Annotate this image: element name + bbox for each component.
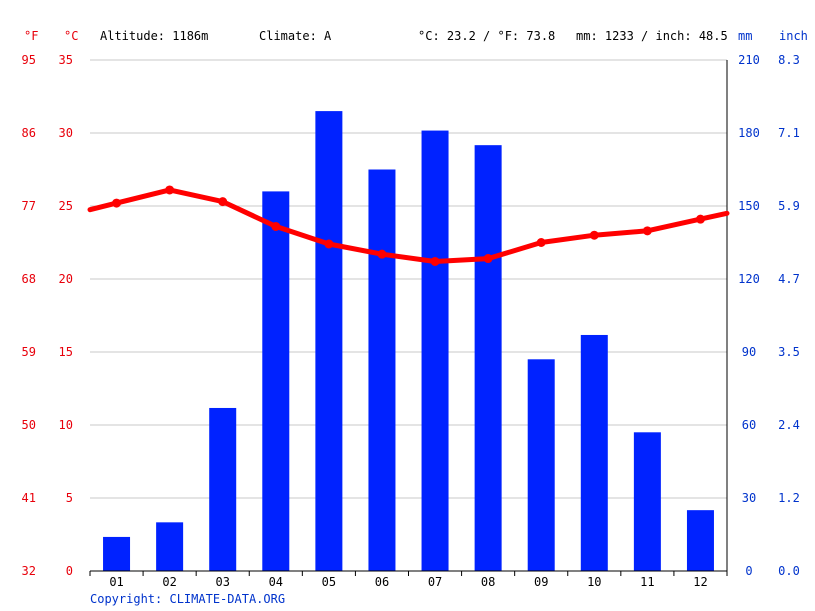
tick-label-fahrenheit: 86 xyxy=(22,126,36,140)
x-tick-label: 06 xyxy=(375,575,389,589)
precipitation-bar xyxy=(209,407,237,571)
tick-label-celsius: 35 xyxy=(59,53,73,67)
temperature-point xyxy=(695,214,705,224)
precipitation-bar xyxy=(474,145,502,571)
altitude-text: Altitude: 1186m xyxy=(100,29,208,43)
tick-label-celsius: 10 xyxy=(59,418,73,432)
precipitation-bar xyxy=(315,111,343,571)
precipitation-bar xyxy=(262,191,290,571)
tick-label-celsius: 15 xyxy=(59,345,73,359)
precipitation-bar xyxy=(368,169,396,571)
tick-label-inch: 1.2 xyxy=(778,491,800,505)
unit-mm-label: mm xyxy=(738,29,752,43)
precipitation-bar xyxy=(421,130,449,572)
tick-label-inch: 8.3 xyxy=(778,53,800,67)
x-tick-label: 08 xyxy=(481,575,495,589)
axes xyxy=(90,60,728,572)
temperature-point xyxy=(324,239,334,249)
x-tick-label: 12 xyxy=(693,575,707,589)
x-tick-label: 04 xyxy=(269,575,283,589)
temperature-point xyxy=(483,254,493,264)
tick-label-mm: 30 xyxy=(742,491,756,505)
tick-label-inch: 5.9 xyxy=(778,199,800,213)
temperature-point xyxy=(430,256,440,266)
temperature-point xyxy=(536,238,546,247)
tick-label-inch: 7.1 xyxy=(778,126,800,140)
x-tick-label: 03 xyxy=(215,575,229,589)
tick-label-inch: 4.7 xyxy=(778,272,800,286)
unit-fahrenheit-label: °F xyxy=(24,29,38,43)
tick-label-celsius: 30 xyxy=(59,126,73,140)
unit-celsius-label: °C xyxy=(64,29,78,43)
x-tick-label: 09 xyxy=(534,575,548,589)
tick-label-mm: 0 xyxy=(745,564,752,578)
precipitation-bar xyxy=(580,334,608,571)
tick-label-fahrenheit: 41 xyxy=(22,491,36,505)
climate-text: Climate: A xyxy=(259,29,332,43)
tick-label-fahrenheit: 59 xyxy=(22,345,36,359)
x-tick-label: 07 xyxy=(428,575,442,589)
temperature-point xyxy=(218,197,228,207)
precipitation-bar xyxy=(156,522,184,571)
temperature-point xyxy=(271,221,281,231)
tick-label-mm: 150 xyxy=(738,199,760,213)
precipitation-bar xyxy=(686,510,714,571)
precipitation-bar xyxy=(103,536,131,571)
tick-label-fahrenheit: 32 xyxy=(22,564,36,578)
x-tick-label: 05 xyxy=(322,575,336,589)
tick-label-fahrenheit: 50 xyxy=(22,418,36,432)
tick-label-mm: 180 xyxy=(738,126,760,140)
precipitation-summary: mm: 1233 / inch: 48.5 xyxy=(576,29,728,43)
precipitation-bar xyxy=(633,432,661,571)
temperature-point xyxy=(165,185,175,195)
gridlines xyxy=(89,59,728,576)
tick-label-inch: 2.4 xyxy=(778,418,800,432)
x-tick-label: 02 xyxy=(162,575,176,589)
tick-label-celsius: 5 xyxy=(66,491,73,505)
tick-label-mm: 120 xyxy=(738,272,760,286)
tick-label-celsius: 20 xyxy=(59,272,73,286)
precipitation-bars xyxy=(103,111,714,572)
tick-label-fahrenheit: 95 xyxy=(22,53,36,67)
tick-label-inch: 3.5 xyxy=(778,345,800,359)
x-tick-label: 01 xyxy=(109,575,123,589)
temperature-line xyxy=(87,185,730,266)
tick-label-mm: 90 xyxy=(742,345,756,359)
temperature-point xyxy=(112,198,122,208)
unit-inch-label: inch xyxy=(779,29,808,43)
temperature-point xyxy=(589,230,599,240)
tick-label-celsius: 25 xyxy=(59,199,73,213)
header-row: °F °C Altitude: 1186m Climate: A °C: 23.… xyxy=(24,29,808,43)
x-tick-label: 10 xyxy=(587,575,601,589)
tick-label-mm: 60 xyxy=(742,418,756,432)
tick-label-mm: 210 xyxy=(738,53,760,67)
temperature-summary: °C: 23.2 / °F: 73.8 xyxy=(418,29,555,43)
tick-labels: 32 0 0 0.041 5 30 1.250 10 60 2.459 15 90 3.568 20 120… xyxy=(22,53,800,589)
temperature-series-line xyxy=(87,187,730,264)
precipitation-bar xyxy=(527,359,555,571)
temperature-point xyxy=(377,249,387,259)
tick-label-celsius: 0 xyxy=(66,564,73,578)
copyright-text: Copyright: CLIMATE-DATA.ORG xyxy=(90,592,285,606)
tick-label-fahrenheit: 68 xyxy=(22,272,36,286)
tick-label-fahrenheit: 77 xyxy=(22,199,36,213)
tick-label-inch: 0.0 xyxy=(778,564,800,578)
x-tick-label: 11 xyxy=(640,575,654,589)
temperature-point xyxy=(642,226,652,236)
